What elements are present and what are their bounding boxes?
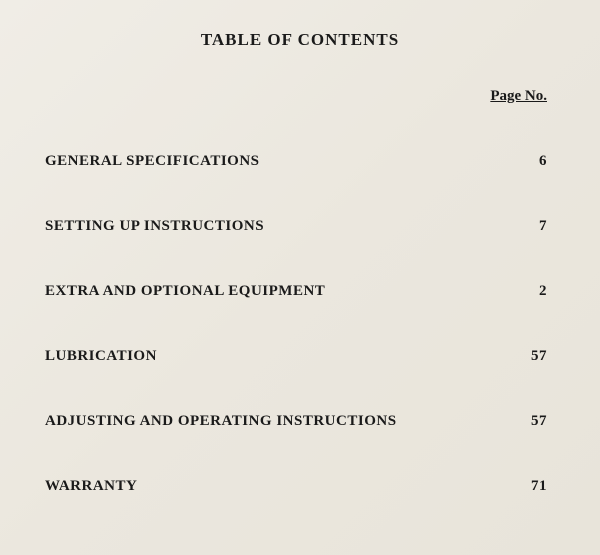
toc-page: 57 bbox=[515, 348, 555, 365]
toc-label: WARRANTY bbox=[45, 478, 515, 495]
toc-row: GENERAL SPECIFICATIONS 6 bbox=[45, 153, 555, 170]
toc-row: EXTRA AND OPTIONAL EQUIPMENT 2 bbox=[45, 283, 555, 300]
toc-page: 6 bbox=[515, 153, 555, 170]
toc-title: TABLE OF CONTENTS bbox=[45, 30, 555, 50]
toc-page: 71 bbox=[515, 478, 555, 495]
toc-label: LUBRICATION bbox=[45, 348, 515, 365]
toc-label: SETTING UP INSTRUCTIONS bbox=[45, 218, 515, 235]
toc-row: LUBRICATION 57 bbox=[45, 348, 555, 365]
toc-list: GENERAL SPECIFICATIONS 6 SETTING UP INST… bbox=[45, 153, 555, 495]
toc-label: ADJUSTING AND OPERATING INSTRUCTIONS bbox=[45, 413, 515, 430]
toc-row: SETTING UP INSTRUCTIONS 7 bbox=[45, 218, 555, 235]
toc-row: ADJUSTING AND OPERATING INSTRUCTIONS 57 bbox=[45, 413, 555, 430]
toc-page: 57 bbox=[515, 413, 555, 430]
toc-row: WARRANTY 71 bbox=[45, 478, 555, 495]
toc-label: GENERAL SPECIFICATIONS bbox=[45, 153, 515, 170]
toc-page: 7 bbox=[515, 218, 555, 235]
toc-label: EXTRA AND OPTIONAL EQUIPMENT bbox=[45, 283, 515, 300]
toc-page: 2 bbox=[515, 283, 555, 300]
page-number-header: Page No. bbox=[45, 88, 555, 105]
